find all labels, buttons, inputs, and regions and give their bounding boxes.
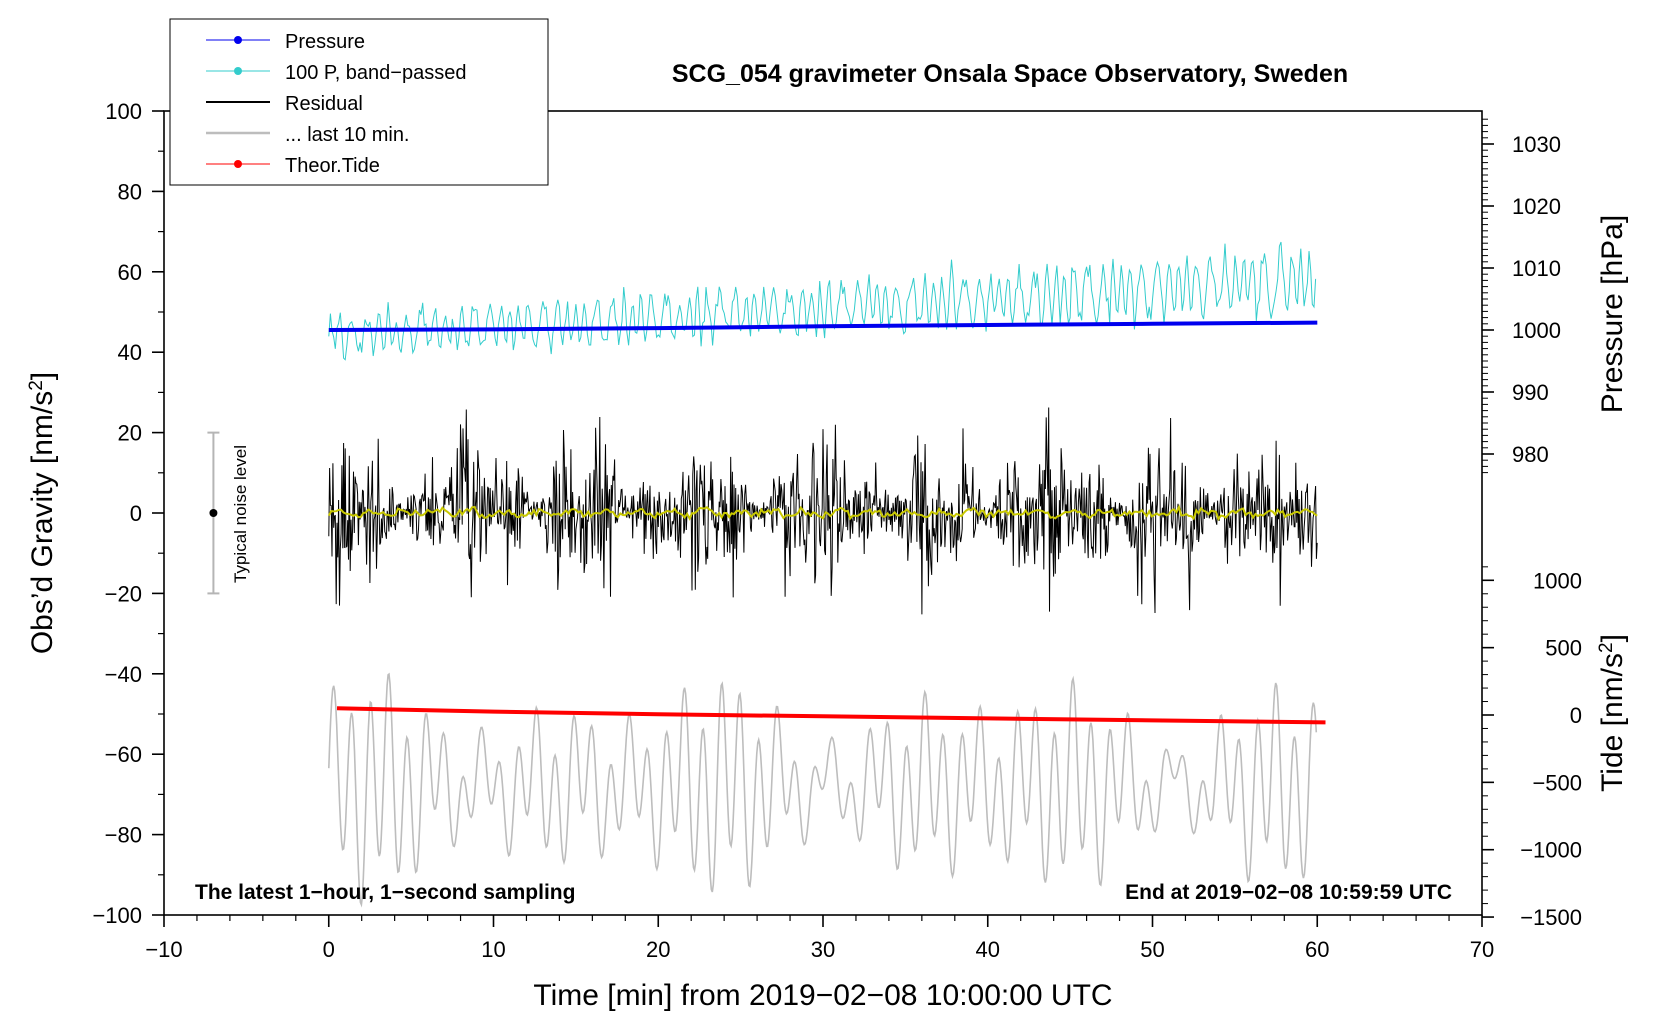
series-band-passed-pressure-line <box>328 241 1317 361</box>
y-axis-left-title-sup: 2 <box>26 380 47 391</box>
noise-level-indicator: Typical noise level <box>207 431 250 595</box>
y-left-tick-label: 40 <box>118 340 142 365</box>
y-left-tick-label: 20 <box>118 421 142 446</box>
legend-bandpassed-marker <box>234 67 242 75</box>
pressure-tick-label: 990 <box>1512 380 1549 405</box>
series-layer <box>327 241 1326 908</box>
y-left-tick-label: 60 <box>118 260 142 285</box>
x-tick-label: −10 <box>145 937 182 962</box>
x-tick-label: 70 <box>1470 937 1494 962</box>
pressure-tick-label: 1010 <box>1512 256 1561 281</box>
series-pressure-line <box>328 320 1318 332</box>
legend: Pressure 100 P, band−passed Residual ...… <box>169 18 549 186</box>
legend-pressure-label: Pressure <box>285 31 365 53</box>
annotation-end-time: End at 2019−02−08 10:59:59 UTC <box>1125 881 1452 904</box>
y-left-tick-label: 80 <box>118 179 142 204</box>
pressure-tick-label: 1020 <box>1512 194 1561 219</box>
x-tick-label: 40 <box>976 937 1000 962</box>
x-tick-label: 30 <box>811 937 835 962</box>
y-axis-left-title-end: ] <box>26 372 59 380</box>
chart-title: SCG_054 gravimeter Onsala Space Observat… <box>672 60 1348 88</box>
noise-level-label: Typical noise level <box>231 445 250 583</box>
x-tick-label: 20 <box>646 937 670 962</box>
tide-tick-label: −1000 <box>1520 838 1582 863</box>
y-axis-left-title-main: Obs’d Gravity [nm/s <box>26 391 59 654</box>
legend-pressure-marker <box>234 36 242 44</box>
legend-bandpassed-label: 100 P, band−passed <box>285 62 466 84</box>
x-axis-title: Time [min] from 2019−02−08 10:00:00 UTC <box>533 979 1112 1012</box>
y-axis-pressure-title: Pressure [hPa] <box>1596 215 1629 413</box>
legend-tide-label: Theor.Tide <box>285 155 380 177</box>
ticks-layer: −10 0 10 20 30 40 50 60 70100806040200−20−40−60−… <box>92 99 1582 962</box>
legend-tide-marker <box>234 160 242 168</box>
x-tick-label: 10 <box>481 937 505 962</box>
series-last-10-min-line <box>328 672 1318 908</box>
pressure-tick-label: 980 <box>1512 442 1549 467</box>
y-left-tick-label: 0 <box>130 501 142 526</box>
y-left-tick-label: −60 <box>105 742 142 767</box>
x-tick-label: 60 <box>1305 937 1329 962</box>
annotation-sampling: The latest 1−hour, 1−second sampling <box>195 881 575 904</box>
y-left-tick-label: −100 <box>92 903 142 928</box>
legend-last10-label: ... last 10 min. <box>285 124 410 146</box>
noise-level-dot <box>209 509 218 517</box>
tide-tick-label: 0 <box>1570 703 1582 728</box>
tide-tick-label: 1000 <box>1533 568 1582 593</box>
series-residual-line <box>328 407 1318 615</box>
tide-tick-label: −1500 <box>1520 905 1582 930</box>
tide-tick-label: 500 <box>1545 636 1582 661</box>
tide-tick-label: −500 <box>1532 770 1582 795</box>
y-left-tick-label: 100 <box>105 99 142 124</box>
series-theor-tide-line <box>336 706 1326 725</box>
x-tick-label: 50 <box>1140 937 1164 962</box>
y-axis-left-title: Obs’d Gravity [nm/s2] <box>26 372 59 654</box>
pressure-tick-label: 1000 <box>1512 318 1561 343</box>
y-axis-tide-title-sup: 2 <box>1596 642 1617 653</box>
x-tick-label: 0 <box>323 937 335 962</box>
y-axis-tide-title-end: ] <box>1596 634 1629 642</box>
series-smoothed-residual-line <box>327 504 1318 522</box>
y-left-tick-label: −80 <box>105 823 142 848</box>
pressure-tick-label: 1030 <box>1512 132 1561 157</box>
legend-residual-label: Residual <box>285 93 363 115</box>
y-left-tick-label: −20 <box>105 581 142 606</box>
y-axis-tide-title: Tide [nm/s2] <box>1596 634 1629 792</box>
y-axis-tide-title-main: Tide [nm/s <box>1596 653 1629 792</box>
y-left-tick-label: −40 <box>105 662 142 687</box>
